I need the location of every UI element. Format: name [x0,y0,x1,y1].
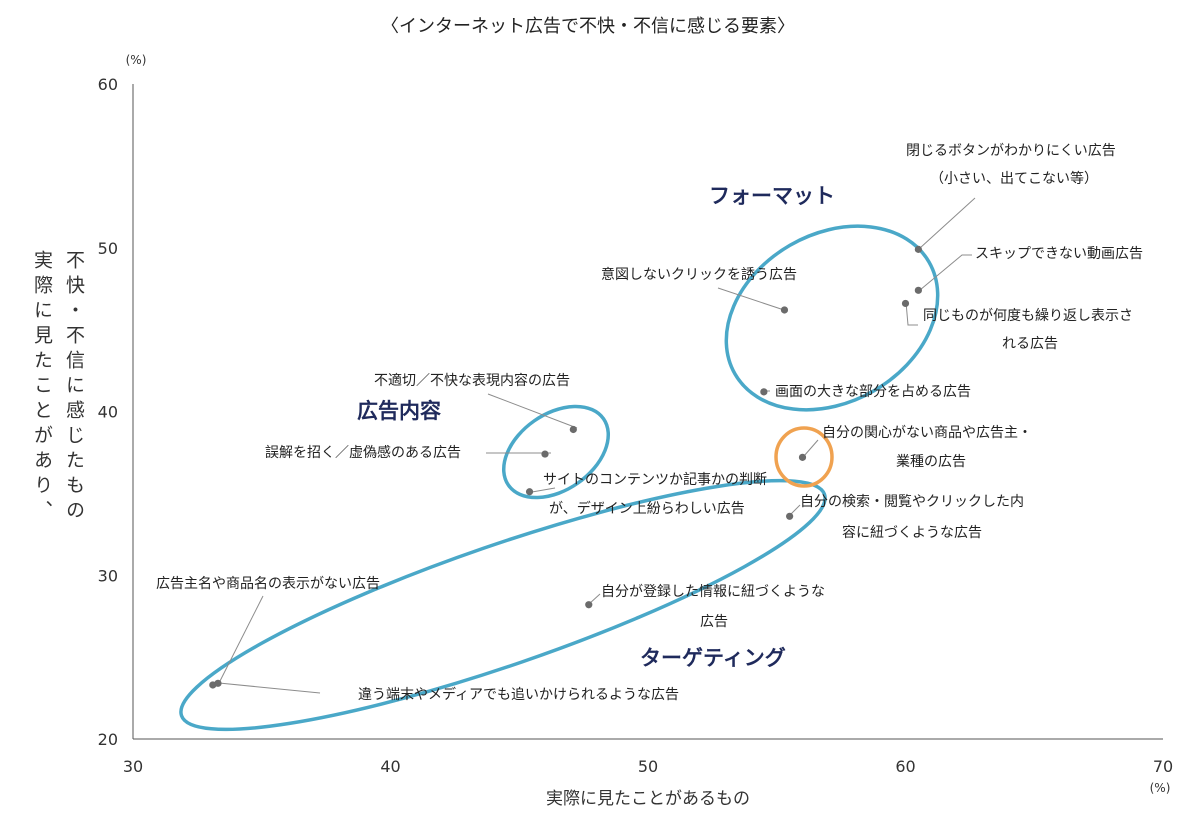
point-label-registered-info-line1: 自分が登録した情報に紐づくような [601,584,825,600]
group-label-format: フォーマット [709,184,835,208]
data-points [209,245,922,689]
leader-line [717,287,785,311]
y-tick-label: 40 [98,403,118,422]
leader-line [919,254,972,291]
point-label-repeat-line1: 同じものが何度も繰り返し表示さ [923,308,1133,324]
point-label-skip-video: スキップできない動画広告 [975,246,1143,262]
data-point [760,388,768,396]
x-tick-label: 40 [380,757,400,776]
group-label-content: 広告内容 [357,399,441,423]
point-label-confusing-design-line2: が、デザイン上紛らわしい広告 [549,500,745,517]
point-label-close-button-line1: 閉じるボタンがわかりにくい広告 [906,143,1116,159]
point-label-close-button-line2: （小さい、出てこない等） [930,170,1098,187]
x-axis-label: 実際に見たことがあるもの [546,789,750,809]
data-point [786,512,794,520]
y-tick-label: 30 [98,566,118,585]
point-labels: 閉じるボタンがわかりにくい広告 （小さい、出てこない等） スキップできない動画広… [156,143,1143,703]
x-tick-labels: 30 40 50 60 70 [123,757,1173,776]
y-axis-label-line2: 実際に見たことがあり、 [31,250,53,525]
y-tick-labels: 20 30 40 50 60 [98,75,118,749]
point-label-unintended-click: 意図しないクリックを誘う広告 [601,266,797,283]
data-point [780,306,789,314]
point-label-inappropriate: 不適切／不快な表現内容の広告 [374,372,570,389]
chart-title: 〈インターネット広告で不快・不信に感じる要素〉 [381,16,795,37]
point-label-irrelevant-line2: 業種の広告 [896,454,966,470]
group-targeting-outline [179,478,827,732]
data-point [569,425,577,434]
data-point [585,601,593,609]
x-unit: (%) [1150,781,1171,795]
point-label-large-area: 画面の大きな部分を占める広告 [775,384,971,400]
y-axis-label-line1: 不快・不信に感じたもの [63,250,85,525]
point-label-confusing-design-line1: サイトのコンテンツか記事かの判断 [543,471,767,488]
group-format-outline [724,224,940,412]
leader-line [487,393,578,429]
data-point [901,299,910,308]
x-tick-label: 50 [638,757,658,776]
leader-line [803,439,819,457]
point-label-misleading: 誤解を招く／虚偽感のある広告 [265,444,461,461]
data-point [209,681,217,689]
leader-line [218,595,264,684]
y-tick-label: 20 [98,730,118,749]
highlight-outline [774,426,834,488]
group-content-outline [501,404,611,500]
point-label-cross-device: 違う端末やメディアでも追いかけられるような広告 [358,686,679,703]
data-point [525,488,534,496]
data-point [914,245,922,253]
data-point [798,453,807,461]
x-tick-label: 60 [895,757,915,776]
leader-line [919,197,976,249]
x-tick-label: 70 [1153,757,1173,776]
group-label-targeting: ターゲティング [640,646,786,670]
leader-line [218,682,321,694]
leader-line [905,301,918,326]
y-unit: (%) [126,53,147,67]
point-label-irrelevant-line1: 自分の関心がない商品や広告主・ [822,425,1032,441]
data-point [541,450,549,458]
point-label-repeat-line2: れる広告 [1002,336,1058,352]
point-label-registered-info-line2: 広告 [700,614,728,630]
data-point [914,286,922,294]
point-label-search-history-line2: 容に紐づくような広告 [842,524,982,541]
y-tick-label: 60 [98,75,118,94]
leader-line [531,487,556,493]
point-label-search-history-line1: 自分の検索・閲覧やクリックした内 [800,493,1024,510]
point-label-no-advertiser: 広告主名や商品名の表示がない広告 [156,576,380,592]
y-tick-label: 50 [98,239,118,258]
leader-lines [218,197,976,694]
x-tick-label: 30 [123,757,143,776]
